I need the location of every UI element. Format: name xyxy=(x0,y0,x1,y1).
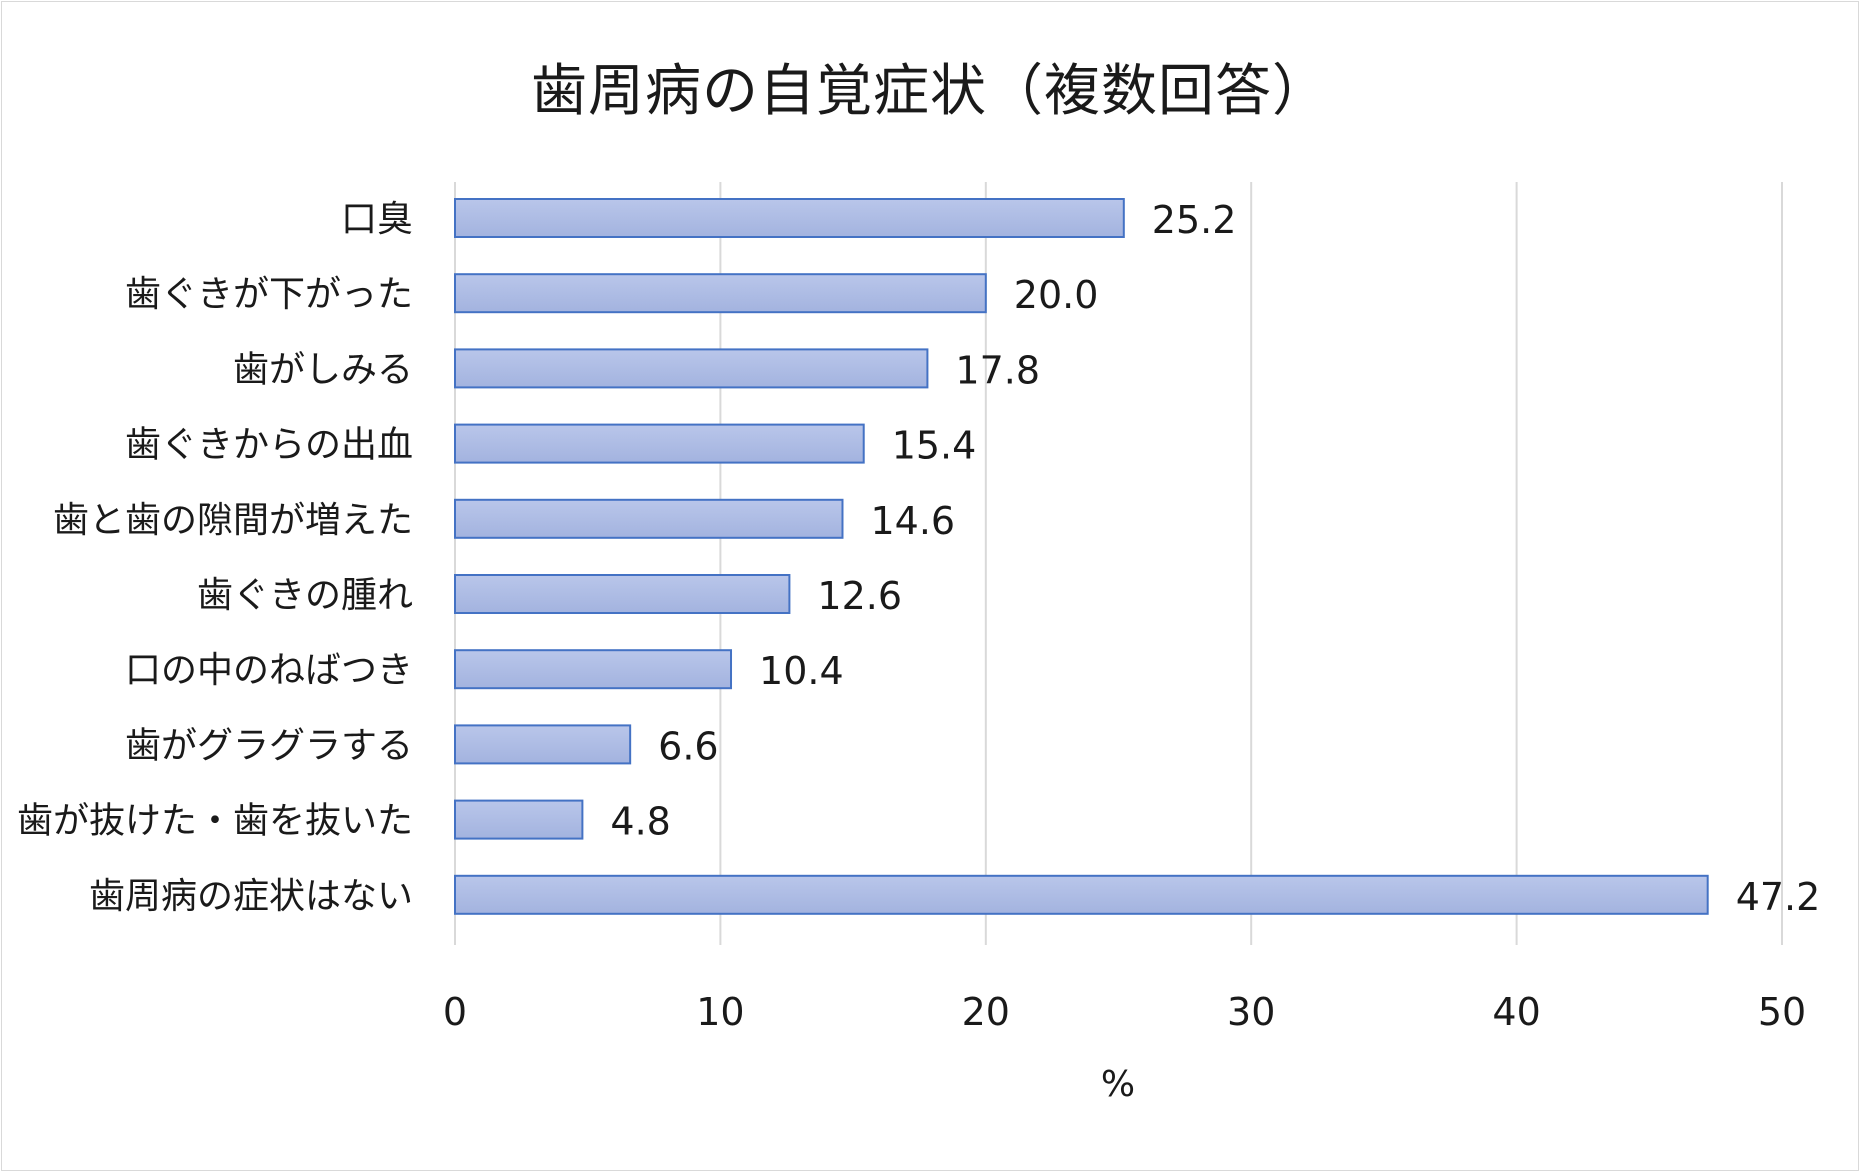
data-label-6: 12.6 xyxy=(817,574,902,618)
category-label-8: 歯がグラグラする xyxy=(125,725,413,766)
data-label-3: 17.8 xyxy=(955,348,1040,392)
x-tick-label: 30 xyxy=(1227,990,1275,1034)
bar-5 xyxy=(454,498,844,539)
x-tick-label: 50 xyxy=(1758,990,1806,1034)
data-label-1: 25.2 xyxy=(1152,198,1237,242)
bar-6 xyxy=(454,574,791,614)
category-label-9: 歯が抜けた・歯を抜いた xyxy=(17,801,413,842)
data-label-5: 14.6 xyxy=(870,499,955,543)
category-label-7: 口の中のねばつき xyxy=(125,650,413,691)
category-label-3: 歯がしみる xyxy=(233,349,413,390)
category-label-6: 歯ぐきの腫れ xyxy=(197,575,413,616)
bar-10 xyxy=(454,874,1709,915)
x-tick-label: 20 xyxy=(962,990,1010,1034)
x-tick-label: 40 xyxy=(1492,990,1540,1034)
category-label-1: 口臭 xyxy=(341,199,413,240)
category-label-4: 歯ぐきからの出血 xyxy=(125,425,413,466)
bar-8 xyxy=(454,724,632,765)
chart-title: 歯周病の自覚症状（複数回答） xyxy=(531,59,1329,124)
category-label-5: 歯と歯の隙間が増えた xyxy=(53,500,413,541)
bar-9 xyxy=(454,799,584,840)
x-axis-title: % xyxy=(1101,1064,1135,1105)
data-label-2: 20.0 xyxy=(1014,273,1099,317)
data-label-9: 4.8 xyxy=(610,800,670,844)
labels: 0 10 20 30 40 50 口臭 25.2 歯ぐきが下がった 20.0 歯がしみる 17.8 歯ぐ… xyxy=(17,198,1820,1034)
x-tick-label: 0 xyxy=(443,990,467,1034)
data-label-7: 10.4 xyxy=(759,649,844,693)
bar-2 xyxy=(454,273,987,314)
category-label-10: 歯周病の症状はない xyxy=(89,876,413,917)
bar-3 xyxy=(454,348,929,389)
bar-1 xyxy=(454,198,1125,238)
category-label-2: 歯ぐきが下がった xyxy=(125,274,413,315)
data-label-8: 6.6 xyxy=(658,724,718,768)
bar-7 xyxy=(454,649,733,690)
data-label-4: 15.4 xyxy=(892,424,977,468)
bar-4 xyxy=(454,423,865,464)
x-tick-label: 10 xyxy=(696,990,744,1034)
bars xyxy=(454,198,1709,915)
data-label-10: 47.2 xyxy=(1736,875,1821,919)
